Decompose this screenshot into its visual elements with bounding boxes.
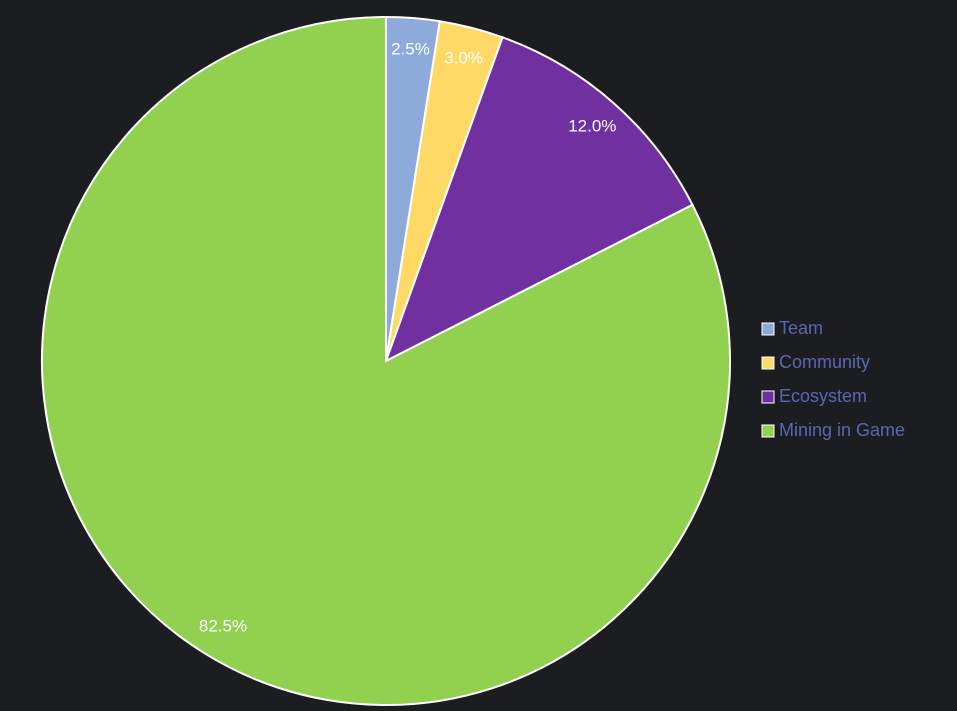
pie-slice — [41, 15, 731, 706]
data-label: 82.5% — [199, 617, 247, 636]
legend-swatch[interactable] — [761, 322, 775, 336]
pie-slice — [384, 36, 694, 364]
legend-swatch[interactable] — [761, 390, 775, 404]
legend-swatch[interactable] — [761, 356, 775, 370]
legend-swatch[interactable] — [761, 424, 775, 438]
data-label: 3.0% — [444, 48, 483, 67]
legend-label[interactable]: Community — [779, 352, 870, 372]
data-label: 2.5% — [391, 39, 430, 58]
legend-label[interactable]: Team — [779, 318, 823, 338]
data-label: 12.0% — [568, 116, 616, 135]
legend-label[interactable]: Mining in Game — [779, 420, 905, 440]
legend-label[interactable]: Ecosystem — [779, 386, 867, 406]
